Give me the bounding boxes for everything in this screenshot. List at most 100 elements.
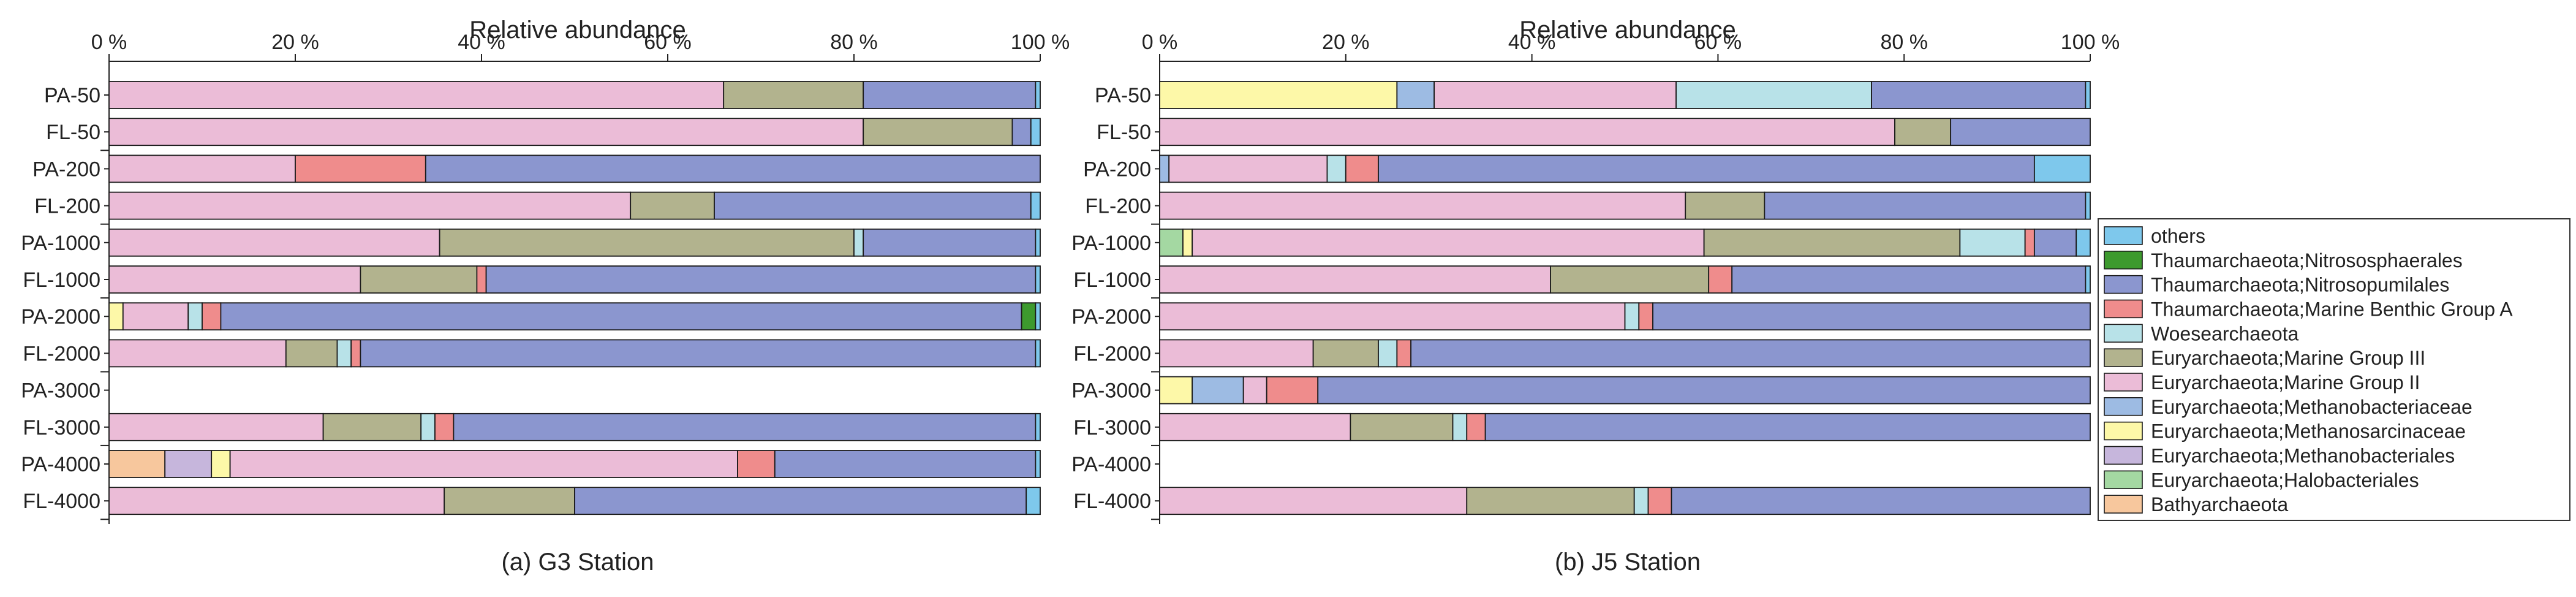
bar-segment-euryarchaeota-marine-group-iii-fl-3000-j5: [1350, 413, 1454, 441]
legend-swatch-thaumarchaeota-nitrosopumilales: [2104, 275, 2143, 294]
row-label-j5: FL-2000: [1073, 342, 1151, 365]
legend-label-thaumarchaeota-nitrosopumilales: Thaumarchaeota;Nitrosopumilales: [2151, 274, 2449, 296]
row-label-g3: FL-50: [46, 121, 100, 144]
bar-segment-others-fl-3000-g3: [1035, 413, 1041, 441]
legend-label-euryarchaeota-marine-group-iii: Euryarchaeota;Marine Group III: [2151, 347, 2425, 369]
legend-label-euryarchaeota-methanobacteriales: Euryarchaeota;Methanobacteriales: [2151, 444, 2455, 466]
legend-swatch-euryarchaeota-marine-group-iii: [2104, 348, 2143, 367]
bar-segment-thaumarchaeota-marine-benthic-group-a-pa-2000-g3: [202, 302, 222, 331]
legend-swatch-others: [2104, 226, 2143, 245]
legend-label-euryarchaeota-marine-group-ii: Euryarchaeota;Marine Group II: [2151, 371, 2420, 394]
bar-segment-euryarchaeota-marine-group-ii-fl-1000-g3: [108, 265, 361, 294]
bar-segment-thaumarchaeota-marine-benthic-group-a-fl-1000-g3: [476, 265, 487, 294]
bar-segment-thaumarchaeota-marine-benthic-group-a-fl-1000-j5: [1708, 265, 1733, 294]
bar-segment-euryarchaeota-methanosarcinaceae-pa-50-j5: [1159, 81, 1398, 109]
bar-segment-thaumarchaeota-nitrososphaerales-pa-2000-g3: [1021, 302, 1037, 331]
legend-swatch-euryarchaeota-methanosarcinaceae: [2104, 421, 2143, 441]
bar-segment-others-pa-50-g3: [1035, 81, 1041, 109]
row-label-j5: PA-4000: [1071, 453, 1151, 476]
row-label-g3: FL-1000: [23, 268, 100, 292]
bar-segment-woesearchaeota-pa-2000-j5: [1624, 302, 1640, 331]
legend-label-euryarchaeota-methanosarcinaceae: Euryarchaeota;Methanosarcinaceae: [2151, 420, 2466, 443]
row-label-j5: FL-200: [1085, 195, 1151, 218]
row-label-g3: FL-200: [34, 195, 100, 218]
row-label-g3: PA-200: [32, 158, 100, 181]
legend-swatch-thaumarchaeota-nitrososphaerales: [2104, 251, 2143, 270]
bar-segment-euryarchaeota-marine-group-ii-fl-2000-g3: [108, 339, 287, 368]
bar-segment-euryarchaeota-marine-group-ii-pa-2000-g3: [122, 302, 189, 331]
bar-segment-others-fl-200-g3: [1030, 191, 1041, 220]
row-label-j5: PA-2000: [1071, 305, 1151, 329]
bar-segment-thaumarchaeota-nitrosopumilales-fl-50-g3: [1011, 118, 1032, 146]
bar-segment-euryarchaeota-marine-group-iii-fl-2000-g3: [285, 339, 338, 368]
bar-segment-thaumarchaeota-nitrosopumilales-pa-4000-g3: [774, 450, 1037, 478]
legend-swatch-woesearchaeota: [2104, 324, 2143, 343]
bar-segment-thaumarchaeota-nitrosopumilales-pa-1000-j5: [2033, 228, 2077, 257]
bar-segment-euryarchaeota-halobacteriales-pa-1000-j5: [1159, 228, 1184, 257]
bar-segment-thaumarchaeota-nitrosopumilales-fl-50-j5: [1950, 118, 2091, 146]
legend-label-thaumarchaeota-nitrososphaerales: Thaumarchaeota;Nitrososphaerales: [2151, 249, 2463, 272]
x-axis-title-j5: Relative abundance: [1519, 17, 1736, 44]
bar-segment-euryarchaeota-methanosarcinaceae-pa-2000-g3: [108, 302, 124, 331]
panel-j5-station: Relative abundance (b) J5 Station 0 % 20 …: [1071, 17, 2120, 576]
bar-segment-euryarchaeota-marine-group-ii-fl-4000-j5: [1159, 487, 1468, 515]
row-label-g3: FL-3000: [23, 416, 100, 439]
bar-segment-thaumarchaeota-nitrosopumilales-fl-2000-g3: [360, 339, 1037, 368]
bar-segment-thaumarchaeota-nitrosopumilales-pa-50-j5: [1871, 81, 2087, 109]
legend-swatch-thaumarchaeota-marine-benthic-group-a: [2104, 299, 2143, 319]
bar-segment-thaumarchaeota-nitrosopumilales-fl-1000-j5: [1731, 265, 2087, 294]
bar-segment-thaumarchaeota-marine-benthic-group-a-fl-4000-j5: [1647, 487, 1672, 515]
bar-segment-euryarchaeota-marine-group-ii-pa-2000-j5: [1159, 302, 1626, 331]
bar-segment-thaumarchaeota-marine-benthic-group-a-pa-200-g3: [295, 154, 426, 183]
bar-segment-thaumarchaeota-nitrosopumilales-fl-200-j5: [1764, 191, 2087, 220]
bar-segment-others-fl-200-j5: [2085, 191, 2091, 220]
bar-segment-others-fl-2000-g3: [1035, 339, 1041, 368]
legend-swatch-euryarchaeota-marine-group-ii: [2104, 373, 2143, 392]
bar-segment-euryarchaeota-marine-group-ii-pa-50-g3: [108, 81, 725, 109]
bar-segment-thaumarchaeota-marine-benthic-group-a-pa-4000-g3: [737, 450, 776, 478]
bar-segment-thaumarchaeota-nitrosopumilales-fl-200-g3: [714, 191, 1032, 220]
bar-segment-thaumarchaeota-marine-benthic-group-a-pa-200-j5: [1345, 154, 1379, 183]
bar-segment-thaumarchaeota-nitrosopumilales-fl-2000-j5: [1410, 339, 2091, 368]
x-tick-label-j5: 100 %: [2061, 31, 2120, 54]
bar-segment-euryarchaeota-marine-group-iii-fl-4000-j5: [1466, 487, 1635, 515]
legend: othersThaumarchaeota;NitrososphaeralesTh…: [2098, 218, 2570, 521]
bar-segment-thaumarchaeota-nitrosopumilales-fl-4000-g3: [574, 487, 1027, 515]
bar-segment-euryarchaeota-marine-group-iii-pa-1000-g3: [439, 228, 855, 257]
x-tick-label-j5: 80 %: [1880, 31, 1928, 54]
bar-segment-woesearchaeota-pa-200-j5: [1326, 154, 1347, 183]
legend-swatch-euryarchaeota-methanobacteriaceae: [2104, 397, 2143, 416]
row-label-j5: PA-3000: [1071, 379, 1151, 403]
bar-segment-euryarchaeota-marine-group-ii-pa-200-g3: [108, 154, 296, 183]
bar-segment-euryarchaeota-marine-group-iii-fl-1000-g3: [360, 265, 478, 294]
x-tick-label-g3: 20 %: [271, 31, 319, 54]
bar-segment-thaumarchaeota-marine-benthic-group-a-fl-2000-j5: [1396, 339, 1412, 368]
bar-segment-euryarchaeota-marine-group-ii-pa-3000-j5: [1242, 376, 1267, 405]
bar-segment-thaumarchaeota-nitrosopumilales-pa-2000-g3: [220, 302, 1022, 331]
x-tick-label-g3: 40 %: [458, 31, 505, 54]
bar-segment-euryarchaeota-marine-group-ii-pa-200-j5: [1168, 154, 1328, 183]
bar-segment-others-pa-1000-j5: [2076, 228, 2091, 257]
bar-segment-euryarchaeota-methanosarcinaceae-pa-1000-j5: [1182, 228, 1193, 257]
bar-segment-thaumarchaeota-marine-benthic-group-a-pa-2000-j5: [1638, 302, 1653, 331]
row-label-j5: FL-3000: [1073, 416, 1151, 439]
bar-segment-euryarchaeota-marine-group-ii-fl-1000-j5: [1159, 265, 1551, 294]
bar-segment-thaumarchaeota-nitrosopumilales-pa-200-j5: [1378, 154, 2035, 183]
bar-segment-euryarchaeota-marine-group-iii-fl-200-g3: [630, 191, 715, 220]
legend-label-euryarchaeota-halobacteriales: Euryarchaeota;Halobacteriales: [2151, 469, 2419, 491]
x-tick-label-g3: 100 %: [1011, 31, 1070, 54]
row-label-g3: FL-4000: [23, 490, 100, 513]
bar-segment-euryarchaeota-marine-group-iii-fl-1000-j5: [1550, 265, 1710, 294]
legend-label-woesearchaeota: Woesearchaeota: [2151, 322, 2299, 344]
legend-label-bathyarchaeota: Bathyarchaeota: [2151, 493, 2288, 515]
chart-title-j5: (b) J5 Station: [1555, 549, 1701, 576]
bar-segment-euryarchaeota-methanobacteriales-pa-4000-g3: [164, 450, 213, 478]
bar-segment-others-pa-1000-g3: [1035, 228, 1041, 257]
row-label-g3: PA-3000: [21, 379, 100, 403]
x-tick-label-j5: 40 %: [1508, 31, 1556, 54]
bar-segment-others-pa-50-j5: [2085, 81, 2091, 109]
bar-segment-thaumarchaeota-nitrosopumilales-fl-4000-j5: [1671, 487, 2091, 515]
x-tick-label-g3: 60 %: [644, 31, 692, 54]
row-label-g3: PA-4000: [21, 453, 100, 476]
